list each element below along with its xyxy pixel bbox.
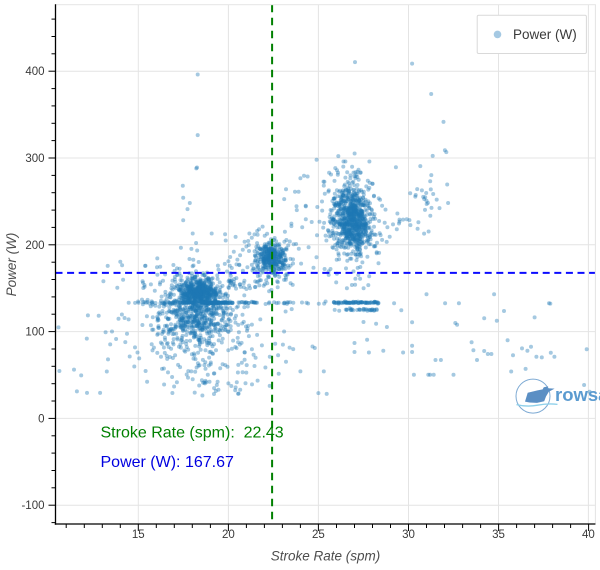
svg-text:40: 40 bbox=[582, 529, 595, 541]
svg-text:Power (W): 167.67: Power (W): 167.67 bbox=[101, 454, 234, 471]
svg-text:-100: -100 bbox=[21, 500, 44, 512]
svg-text:Stroke Rate (spm): Stroke Rate (spm) bbox=[271, 549, 381, 564]
svg-text:35: 35 bbox=[492, 529, 505, 541]
svg-text:Power (W): Power (W) bbox=[4, 233, 19, 297]
svg-text:rowsa: rowsa bbox=[555, 384, 600, 405]
svg-text:20: 20 bbox=[222, 529, 235, 541]
svg-text:200: 200 bbox=[25, 240, 44, 252]
svg-text:Power (W): Power (W) bbox=[513, 27, 577, 42]
svg-text:25: 25 bbox=[312, 529, 325, 541]
svg-text:400: 400 bbox=[25, 66, 44, 78]
svg-text:0: 0 bbox=[38, 413, 44, 425]
svg-text:30: 30 bbox=[402, 529, 415, 541]
svg-text:Stroke Rate (spm): 22.43: Stroke Rate (spm): 22.43 bbox=[101, 425, 284, 442]
svg-text:15: 15 bbox=[132, 529, 145, 541]
svg-text:300: 300 bbox=[25, 153, 44, 165]
svg-text:100: 100 bbox=[25, 327, 44, 339]
